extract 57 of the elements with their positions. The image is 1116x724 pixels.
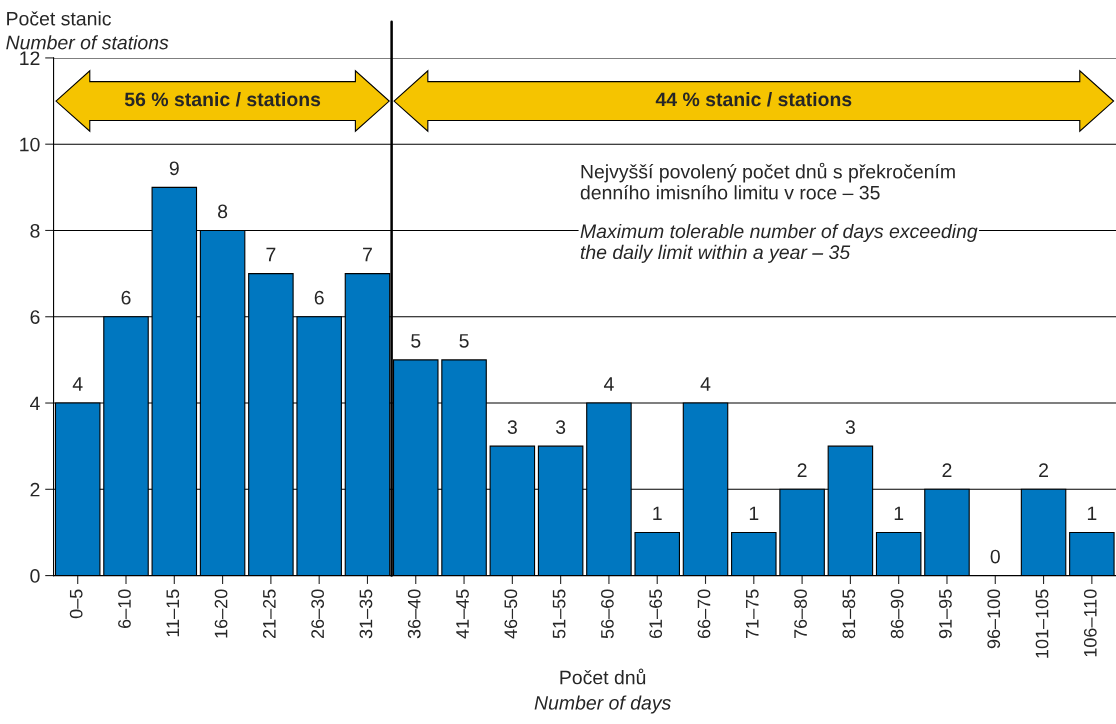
y-tick-label: 6 (30, 310, 40, 324)
x-tick-label: 81–85 (842, 589, 856, 639)
data-label: 4 (72, 377, 83, 391)
y-tick-label: 4 (30, 396, 40, 411)
data-label: 8 (218, 204, 228, 219)
x-tick-label: 36–40 (407, 589, 421, 639)
annotation: Maximum tolerable number of days exceeding the daily limit within a year – 35 (580, 223, 978, 263)
x-tick-label: 101–105 (1035, 589, 1049, 658)
x-tick-label: 66–70 (697, 589, 711, 639)
y-tick-label: 12 (20, 51, 40, 65)
x-axis-title: Počet dnů Number of days (534, 668, 671, 714)
x-tick-label: 61–65 (649, 589, 663, 639)
data-label: 4 (700, 377, 711, 391)
x-tick-label: 6–10 (118, 589, 131, 629)
data-label: 0 (990, 549, 1000, 564)
data-label: 2 (1039, 463, 1048, 477)
x-tick-label: 11–15 (166, 589, 180, 637)
y-tick-label: 2 (30, 482, 40, 497)
data-label: 7 (363, 247, 372, 262)
data-label: 4 (603, 377, 614, 391)
data-label: 3 (845, 420, 855, 434)
x-tick-label: 26–30 (311, 589, 325, 639)
x-tick-label: 71–75 (746, 589, 759, 639)
data-label: 9 (169, 161, 179, 176)
x-tick-label: 41–45 (456, 589, 469, 639)
x-tick-label: 96–100 (987, 589, 1001, 649)
x-tick-label: 56–60 (600, 589, 614, 639)
data-label: 2 (797, 463, 807, 477)
data-label: 5 (411, 334, 421, 348)
data-label: 2 (942, 463, 952, 477)
x-tick-label: 91–95 (939, 589, 952, 639)
x-tick-label: 106–110 (1083, 589, 1097, 657)
y-axis-title: Počet stanic Number of stations (6, 11, 169, 50)
x-tick-label: 0–5 (69, 589, 83, 619)
y-tick-label: 0 (30, 569, 40, 583)
x-tick-label: 46–50 (504, 589, 518, 639)
x-tick-label: 76–80 (794, 589, 807, 639)
data-label: 1 (749, 506, 759, 521)
annotation: Nejvyšší povolený počet dnů s překročením denního imisního limitu v roce – 35 (580, 162, 955, 200)
x-tick-label: 86–90 (890, 589, 904, 639)
data-label: 7 (266, 247, 276, 262)
x-tick-label: 31–35 (359, 589, 373, 639)
data-label: 1 (1087, 506, 1097, 521)
data-label: 3 (507, 420, 517, 434)
annotation: 56 % stanic / stations (124, 92, 321, 107)
x-tick-label: 16–20 (214, 589, 228, 638)
x-tick-label: 21–25 (262, 589, 276, 639)
data-label: 6 (121, 290, 131, 305)
y-tick-label: 8 (30, 223, 40, 238)
data-label: 1 (894, 506, 904, 521)
data-label: 3 (555, 420, 566, 434)
data-label: 1 (653, 506, 662, 521)
data-label: 6 (314, 290, 324, 305)
y-tick-label: 10 (20, 137, 40, 152)
x-tick-label: 51–55 (552, 589, 566, 639)
annotation: 44 % stanic / stations (655, 92, 852, 107)
data-label: 5 (459, 334, 469, 348)
